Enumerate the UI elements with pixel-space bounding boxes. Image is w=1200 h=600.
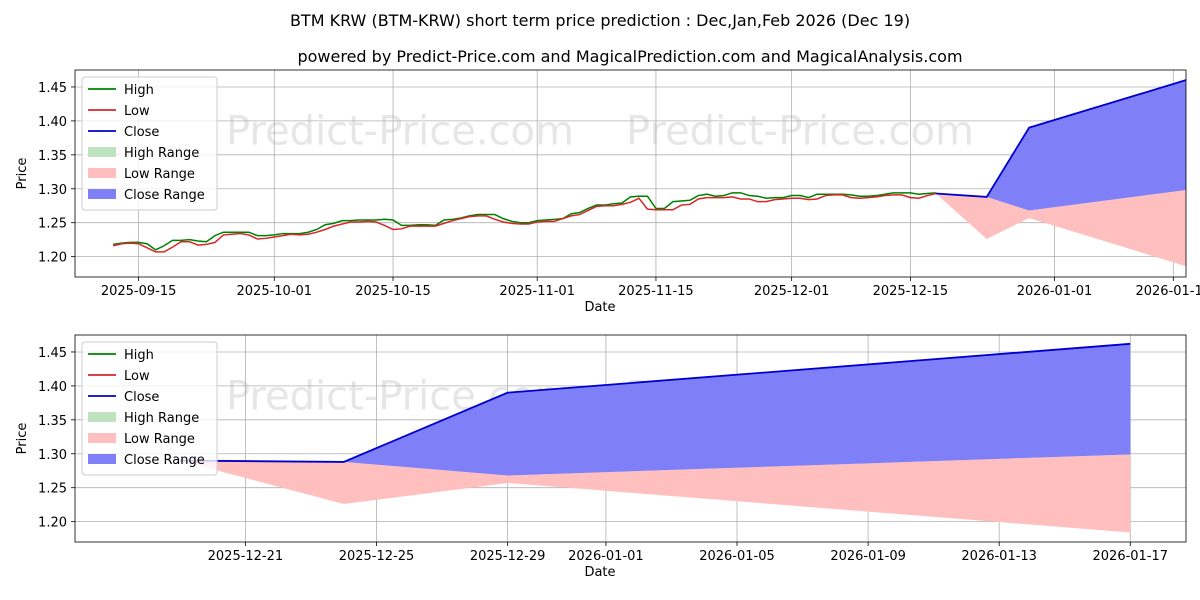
top-ytick-label: 1.35 (38, 149, 67, 164)
chart-title: BTM KRW (BTM-KRW) short term price predi… (290, 11, 910, 30)
chart-subtitle: powered by Predict-Price.com and Magical… (297, 47, 962, 66)
bottom-legend-label-high_range: High Range (124, 411, 199, 426)
bottom-yaxis-label: Price (15, 423, 30, 455)
top-legend-label-low_range: Low Range (124, 167, 195, 182)
top-legend-label-high_range: High Range (124, 146, 199, 161)
top-plot-area (112, 79, 1186, 267)
bottom-xtick-label: 2026-01-09 (830, 549, 906, 564)
bottom-ytick-label: 1.45 (38, 346, 67, 361)
top-xtick-label: 2025-11-15 (618, 284, 694, 299)
top-legend-swatch-high_range (88, 147, 116, 157)
top-ytick-label: 1.20 (38, 251, 67, 266)
zoom-panel: Predict-Price.comPredict-Price.com2025-1… (15, 334, 1187, 580)
bottom-low-range-band (179, 454, 1131, 533)
top-high-line (113, 192, 936, 251)
bottom-legend-label-low_range: Low Range (124, 432, 195, 447)
top-close-line (935, 79, 1186, 198)
bottom-legend-label-close_range: Close Range (124, 453, 205, 468)
top-legend-label-low: Low (124, 104, 150, 119)
top-xtick-label: 2026-01-01 (1017, 284, 1093, 299)
bottom-xaxis-label: Date (584, 565, 615, 580)
top-axes-frame (74, 69, 1187, 278)
bottom-xtick-label: 2026-01-01 (568, 549, 644, 564)
bottom-ytick-label: 1.40 (38, 380, 67, 395)
bottom-ytick-label: 1.25 (38, 482, 67, 497)
bottom-xtick-label: 2025-12-29 (470, 549, 546, 564)
bottom-legend-label-close: Close (124, 390, 159, 405)
top-low-line (112, 192, 936, 253)
bottom-axes-frame (74, 334, 1187, 543)
bottom-close-line (179, 342, 1131, 463)
top-legend-label-close: Close (124, 125, 159, 140)
bottom-xtick-label: 2025-12-21 (208, 549, 284, 564)
top-watermark-right: Predict-Price.com (626, 109, 974, 155)
bottom-legend-swatch-close_range (88, 454, 116, 464)
bottom-xtick-label: 2025-12-25 (339, 549, 415, 564)
top-ytick-label: 1.45 (38, 81, 67, 96)
bottom-close-range-band (179, 343, 1131, 476)
top-xtick-label: 2025-11-01 (499, 284, 575, 299)
top-ytick-label: 1.30 (38, 183, 67, 198)
top-watermark-left: Predict-Price.com (226, 109, 574, 155)
top-xtick-label: 2025-12-15 (873, 284, 949, 299)
top-legend-label-high: High (124, 83, 154, 98)
full-range-panel: Predict-Price.com Predict-Price.com 2025-0… (15, 69, 1200, 315)
bottom-legend: High Low Close High Range Low Range Close Ran… (81, 341, 218, 476)
bottom-xtick-label: 2026-01-13 (961, 549, 1037, 564)
top-xtick-label: 2025-12-01 (754, 284, 830, 299)
top-legend: High Low Close High Range Low Range Close Ran… (81, 76, 218, 211)
bottom-ytick-label: 1.20 (38, 516, 67, 531)
top-legend-swatch-close_range (88, 189, 116, 199)
top-ytick-label: 1.40 (38, 115, 67, 130)
top-xaxis-label: Date (584, 300, 615, 315)
top-xtick-label: 2025-10-01 (237, 284, 313, 299)
bottom-xtick-label: 2026-01-17 (1093, 549, 1169, 564)
top-xtick-label: 2025-09-15 (101, 284, 177, 299)
top-legend-label-close_range: Close Range (124, 188, 205, 203)
top-xtick-label: 2025-10-15 (355, 284, 431, 299)
top-ytick-label: 1.25 (38, 217, 67, 232)
bottom-plot-area (179, 342, 1131, 533)
bottom-xtick-label: 2026-01-05 (699, 549, 775, 564)
bottom-ytick-label: 1.35 (38, 414, 67, 429)
top-low-range-band (935, 190, 1186, 267)
bottom-legend-label-low: Low (124, 369, 150, 384)
top-close-range-band (935, 80, 1186, 211)
top-xtick-label: 2026-01-15 (1135, 284, 1200, 299)
top-yaxis-label: Price (15, 158, 30, 190)
bottom-legend-swatch-low_range (88, 433, 116, 443)
top-legend-swatch-low_range (88, 168, 116, 178)
bottom-ytick-label: 1.30 (38, 448, 67, 463)
bottom-legend-label-high: High (124, 348, 154, 363)
bottom-legend-swatch-high_range (88, 412, 116, 422)
